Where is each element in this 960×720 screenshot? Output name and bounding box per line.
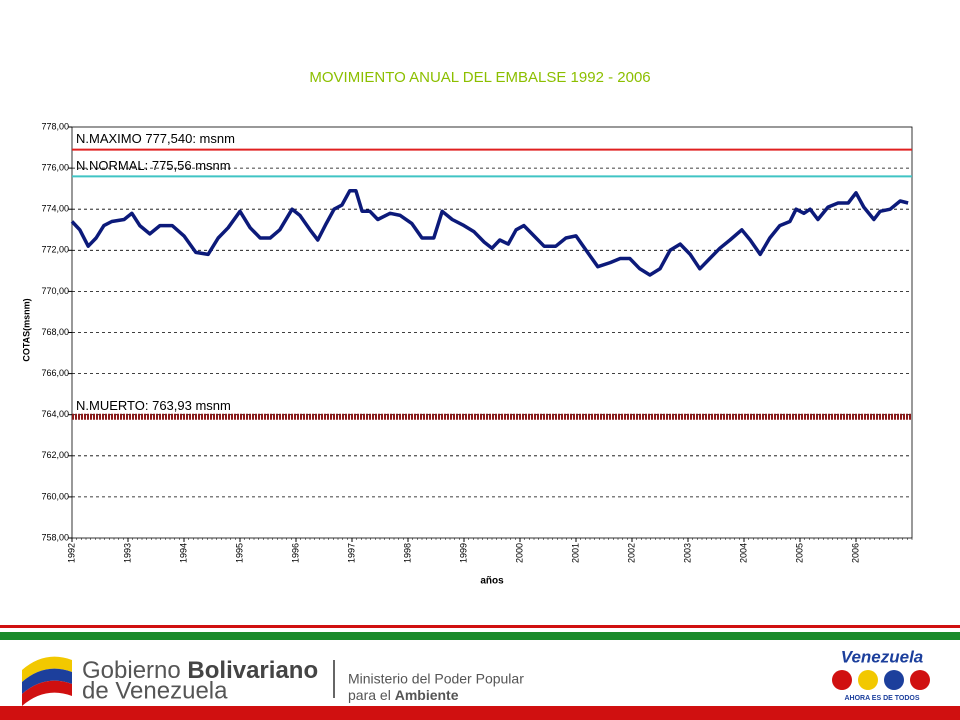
- y-tick-label: 758,00: [41, 532, 69, 542]
- gov-text-b: Bolivariano: [187, 657, 318, 684]
- reference-label: N.NORMAL: 775,56 msnm: [76, 158, 231, 173]
- brand-figures: [832, 670, 930, 690]
- ministry-2a: para el: [348, 687, 391, 703]
- gov-text-2: de Venezuela: [82, 677, 228, 704]
- x-tick-label: 1992: [66, 543, 76, 563]
- ministry-1: Ministerio del Poder Popular: [348, 671, 524, 687]
- y-tick-label: 772,00: [41, 245, 69, 255]
- x-tick-label: 2006: [850, 543, 860, 563]
- reference-label: N.MUERTO: 763,93 msnm: [76, 398, 231, 413]
- y-axis-label: COTAS(msnm): [21, 298, 31, 361]
- x-tick-label: 1993: [122, 543, 132, 563]
- gov-logo: [22, 656, 72, 706]
- y-tick-label: 770,00: [41, 286, 69, 296]
- x-tick-label: 2005: [794, 543, 804, 563]
- x-axis-label: años: [480, 576, 504, 587]
- footer-rule-red: [0, 625, 960, 628]
- plot: 758,00 760,00 762,00 764,00 766,00 768,00 770,…: [41, 121, 913, 563]
- gov-text: Gobierno Bolivariano: [82, 657, 318, 684]
- separator: [333, 660, 335, 698]
- y-tick-label: 778,00: [41, 121, 69, 131]
- y-tick-label: 768,00: [41, 327, 69, 337]
- x-tick-label: 1999: [458, 543, 468, 563]
- x-tick-label: 2001: [570, 543, 580, 563]
- y-tick-label: 774,00: [41, 204, 69, 214]
- brand: Venezuela: [841, 647, 924, 666]
- ministry-2: para el Ambiente: [348, 687, 459, 703]
- x-tick-label: 1995: [234, 543, 244, 563]
- x-tick-label: 1996: [290, 543, 300, 563]
- ministry-2b: Ambiente: [395, 687, 459, 703]
- gov-text-a: Gobierno: [82, 657, 181, 684]
- x-tick-label: 2003: [682, 543, 692, 563]
- series-line: [70, 188, 909, 277]
- x-tick-label: 2000: [514, 543, 524, 563]
- x-tick-label: 2004: [738, 543, 748, 563]
- x-tick-label: 1994: [178, 543, 188, 563]
- y-tick-label: 776,00: [41, 162, 69, 172]
- reference-label: N.MAXIMO 777,540: msnm: [76, 131, 235, 146]
- chart-title: MOVIMIENTO ANUAL DEL EMBALSE 1992 - 2006: [309, 69, 650, 86]
- footer-rule-green: [0, 632, 960, 640]
- x-tick-label: 2002: [626, 543, 636, 563]
- y-tick-label: 760,00: [41, 491, 69, 501]
- x-tick-label: 1998: [402, 543, 412, 563]
- y-tick-label: 766,00: [41, 368, 69, 378]
- y-tick-label: 764,00: [41, 409, 69, 419]
- slogan: AHORA ES DE TODOS: [844, 695, 919, 702]
- footer-bar: [0, 706, 960, 720]
- x-tick-label: 1997: [346, 543, 356, 563]
- y-tick-label: 762,00: [41, 450, 69, 460]
